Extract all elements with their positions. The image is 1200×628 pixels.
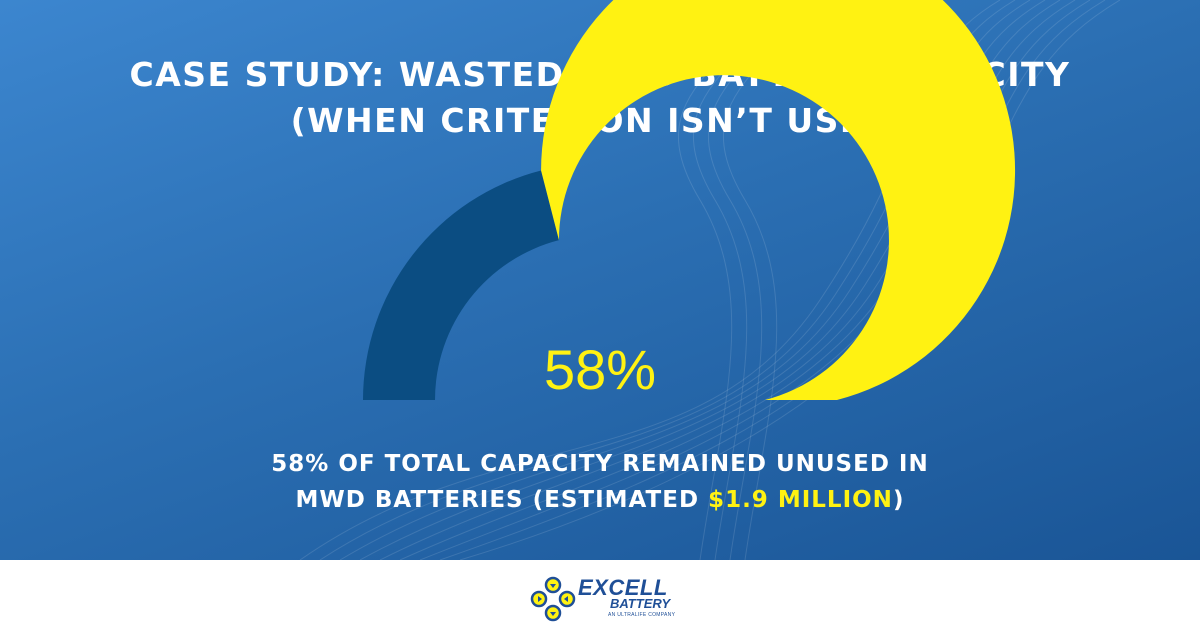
brand-tagline: AN ULTRALIFE COMPANY [608, 612, 676, 618]
footer [0, 560, 1200, 628]
company-logo: EXCELL BATTERY AN ULTRALIFE COMPANY [530, 576, 680, 622]
caption-line-2-prefix: MWD BATTERIES (ESTIMATED [295, 487, 709, 513]
gauge-arc-remaining [363, 170, 559, 400]
caption-line-2: MWD BATTERIES (ESTIMATED $1.9 MILLION) [0, 482, 1200, 518]
gauge-value-label: 58% [543, 338, 657, 401]
caption-highlight-amount: $1.9 MILLION [708, 487, 893, 513]
gauge-arc-unused [541, 0, 1015, 400]
brand-name: EXCELL [578, 575, 668, 600]
gauge-chart [363, 0, 1015, 400]
hero-banner: CASE STUDY: WASTED MWD BATTERY CAPACITY … [0, 0, 1200, 560]
caption-line-2-suffix: ) [892, 487, 905, 513]
caption: 58% OF TOTAL CAPACITY REMAINED UNUSED IN… [0, 446, 1200, 518]
caption-line-1: 58% OF TOTAL CAPACITY REMAINED UNUSED IN [271, 451, 929, 477]
brand-subtitle: BATTERY [610, 596, 671, 611]
battery-cells-logo-icon [530, 576, 576, 622]
